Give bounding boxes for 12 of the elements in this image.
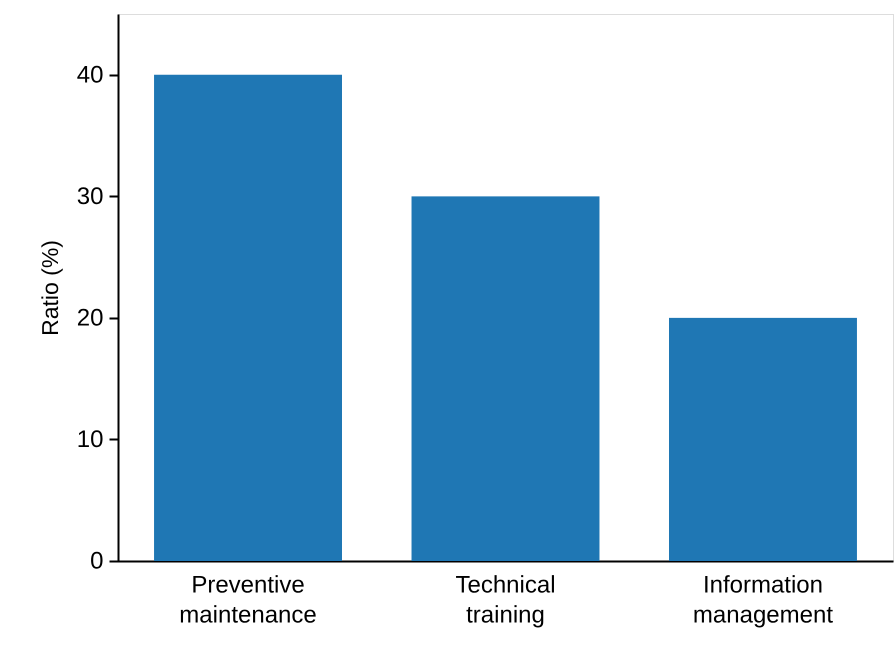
y-tick-label: 30 bbox=[76, 182, 104, 210]
y-axis-title: Ratio (%) bbox=[36, 240, 63, 336]
y-tick-label: 0 bbox=[90, 548, 104, 574]
bar bbox=[668, 318, 857, 561]
y-tick-label: 40 bbox=[76, 61, 104, 88]
y-tick-label: 20 bbox=[76, 304, 104, 332]
bar bbox=[154, 74, 342, 561]
bar bbox=[412, 196, 600, 561]
x-tick-label: Technical training bbox=[455, 572, 556, 628]
y-tick-label: 10 bbox=[76, 426, 104, 453]
x-tick-label: Preventive maintenance bbox=[179, 572, 317, 628]
x-tick-label: Information management bbox=[692, 572, 834, 628]
